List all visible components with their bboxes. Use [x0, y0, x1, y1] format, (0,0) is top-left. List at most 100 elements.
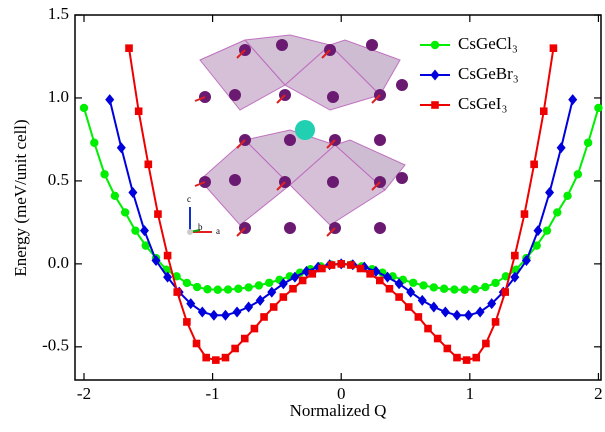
data-point [532, 241, 541, 250]
y-tick-label: 1.5 [48, 4, 69, 23]
data-point [417, 294, 427, 306]
data-point [394, 278, 404, 290]
data-point [183, 318, 191, 326]
data-point [573, 170, 583, 179]
data-point [105, 94, 115, 106]
data-point [110, 191, 120, 201]
data-point [475, 306, 485, 318]
data-point [79, 103, 89, 113]
data-point [131, 226, 140, 235]
data-point [539, 107, 548, 116]
inset-axis-label: c [187, 194, 191, 204]
data-point [269, 303, 278, 311]
data-point [223, 285, 233, 294]
data-point [128, 187, 138, 199]
data-point [232, 306, 242, 318]
data-point [404, 303, 413, 311]
legend-marker [430, 40, 440, 50]
data-point [409, 278, 418, 287]
data-point [141, 241, 150, 250]
data-point [116, 142, 126, 154]
data-point [250, 324, 259, 333]
data-point [173, 288, 182, 296]
data-point [298, 276, 307, 285]
data-point [452, 309, 462, 321]
x-tick-label: 1 [466, 384, 475, 403]
data-point [356, 264, 365, 273]
data-point [542, 226, 552, 235]
data-point [182, 278, 192, 288]
data-point [545, 187, 555, 199]
data-point [556, 142, 566, 154]
data-point [439, 284, 449, 293]
y-tick-label: 1.0 [48, 87, 69, 106]
data-point [460, 285, 469, 294]
data-point [419, 281, 428, 290]
data-point [240, 334, 249, 343]
inset-axis-label: b [198, 222, 203, 232]
data-point [212, 356, 220, 364]
data-point [192, 339, 201, 348]
data-point [154, 210, 162, 218]
y-tick-label: 0.0 [48, 253, 69, 272]
data-point [186, 298, 196, 310]
data-point [254, 281, 264, 290]
data-point [134, 107, 143, 116]
x-tick-label: -1 [206, 384, 220, 403]
data-point [433, 334, 442, 343]
data-point [406, 286, 416, 298]
data-point [290, 271, 300, 283]
data-point [347, 261, 355, 269]
y-tick-label: 0.5 [48, 170, 69, 189]
legend-label: CsGeBr₃ [458, 64, 519, 83]
x-tick-label: 2 [594, 384, 603, 403]
data-point [453, 353, 461, 362]
data-point [424, 324, 432, 333]
data-point [308, 270, 317, 278]
data-point [594, 103, 603, 113]
data-point [491, 278, 500, 288]
y-axis-label: Energy (meV/unit cell) [11, 119, 30, 276]
plot-frame [74, 14, 602, 381]
data-point [163, 251, 172, 260]
legend-marker [430, 69, 440, 81]
data-point [553, 208, 562, 217]
data-point [482, 339, 490, 348]
data-point [125, 44, 133, 52]
data-point [209, 309, 219, 321]
data-point [264, 278, 274, 287]
data-point [255, 294, 265, 306]
data-point [395, 293, 403, 301]
data-point [511, 251, 519, 260]
data-point [144, 160, 153, 169]
data-point [521, 255, 531, 267]
data-point [472, 353, 481, 362]
data-point [234, 284, 243, 293]
data-point [568, 94, 578, 106]
data-point [533, 225, 543, 237]
data-point [279, 293, 288, 301]
data-point [120, 208, 130, 217]
x-tick-label: -2 [77, 384, 91, 403]
data-point [244, 301, 254, 313]
data-point [583, 138, 593, 147]
data-point [337, 260, 346, 268]
data-point [429, 301, 439, 313]
data-point [220, 309, 230, 321]
data-point [510, 271, 520, 283]
data-point [90, 138, 99, 147]
data-point [481, 282, 490, 292]
x-axis-label: Normalized Q [290, 401, 387, 420]
data-point [429, 283, 439, 292]
legend-label: CsGeI₃ [458, 94, 507, 113]
data-point [163, 271, 173, 283]
data-point [383, 271, 393, 283]
data-point [327, 261, 336, 269]
inset-structure [187, 34, 408, 237]
data-point [267, 286, 277, 298]
data-point [100, 170, 109, 179]
data-point [197, 306, 207, 318]
data-point [491, 318, 500, 326]
data-point [520, 210, 529, 218]
